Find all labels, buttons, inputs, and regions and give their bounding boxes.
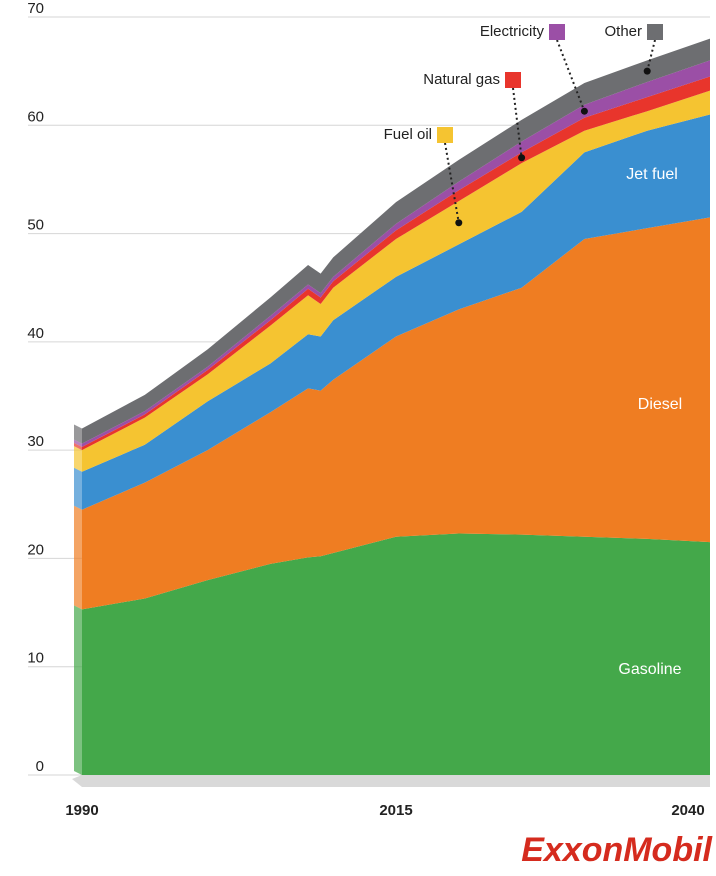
legend-swatch bbox=[549, 24, 565, 40]
logo: ExxonMobil bbox=[521, 831, 713, 869]
y-tick-label: 10 bbox=[27, 650, 44, 667]
x-tick-label: 1990 bbox=[65, 802, 98, 819]
area-side bbox=[74, 424, 82, 444]
legend-label: Other bbox=[604, 23, 642, 40]
area-side bbox=[74, 467, 82, 510]
y-tick-label: 0 bbox=[36, 758, 44, 775]
leader-dot bbox=[518, 154, 526, 162]
area-side bbox=[74, 439, 82, 447]
series-label: Gasoline bbox=[618, 661, 681, 678]
leader-dot bbox=[455, 219, 463, 227]
area bbox=[82, 90, 710, 472]
area-side bbox=[74, 442, 82, 451]
leader-line bbox=[444, 142, 460, 223]
area-side bbox=[74, 605, 82, 775]
y-tick-label: 70 bbox=[27, 0, 44, 17]
area bbox=[82, 114, 710, 510]
y-tick-label: 20 bbox=[27, 541, 44, 558]
series-label: Jet fuel bbox=[626, 166, 678, 183]
series-label: Diesel bbox=[638, 396, 682, 413]
area bbox=[82, 533, 710, 775]
leader-line bbox=[646, 39, 656, 72]
x-tick-label: 2015 bbox=[379, 802, 412, 819]
leader-dot bbox=[643, 67, 651, 75]
area bbox=[82, 38, 710, 444]
y-tick-label: 50 bbox=[27, 217, 44, 234]
floor bbox=[72, 775, 710, 787]
legend-label: Electricity bbox=[480, 23, 545, 40]
area-side bbox=[74, 505, 82, 610]
legend-swatch bbox=[505, 72, 521, 88]
legend-swatch bbox=[437, 127, 453, 143]
legend-label: Fuel oil bbox=[384, 126, 432, 143]
y-tick-label: 60 bbox=[27, 108, 44, 125]
y-tick-label: 30 bbox=[27, 433, 44, 450]
legend-label: Natural gas bbox=[423, 71, 500, 88]
area-side bbox=[74, 446, 82, 472]
area bbox=[82, 217, 710, 610]
leader-dot bbox=[580, 107, 588, 115]
leader-line bbox=[512, 87, 523, 158]
legend-swatch bbox=[647, 24, 663, 40]
y-tick-label: 40 bbox=[27, 325, 44, 342]
x-tick-label: 2040 bbox=[671, 802, 704, 819]
